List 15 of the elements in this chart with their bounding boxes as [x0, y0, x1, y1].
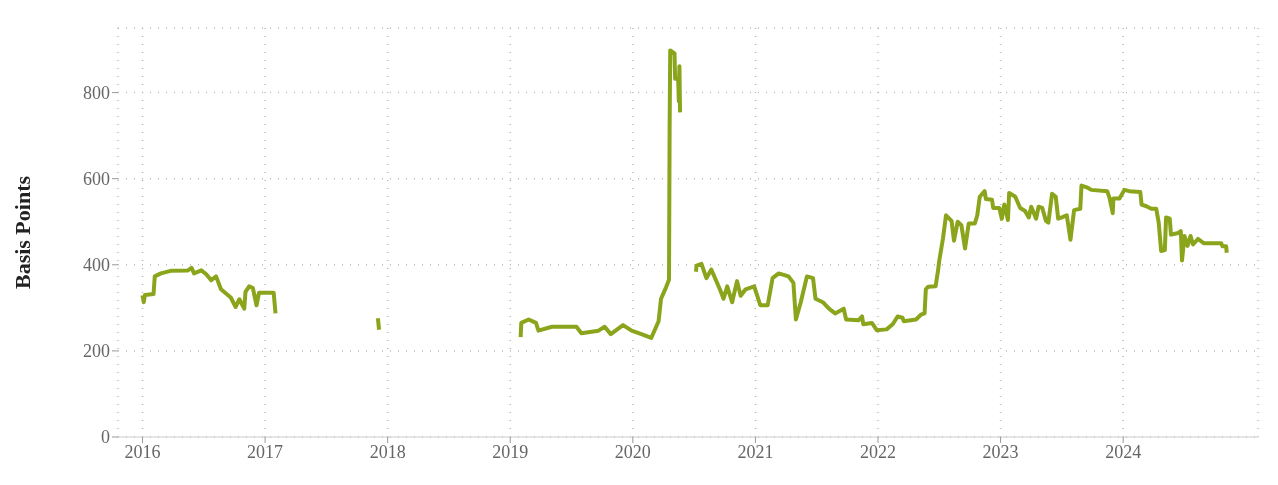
- x-tick-label: 2023: [982, 441, 1019, 462]
- x-tick-label: 2024: [1105, 441, 1142, 462]
- x-tick-label: 2016: [124, 441, 161, 462]
- y-tick-label: 600: [83, 169, 110, 190]
- y-tick-label: 200: [83, 341, 110, 362]
- y-tick-label: 800: [83, 82, 110, 103]
- x-tick-label: 2021: [737, 441, 774, 462]
- y-axis-title: Basis Points: [9, 175, 35, 290]
- x-tick-label: 2018: [369, 441, 406, 462]
- y-tick-label: 400: [83, 255, 110, 276]
- y-tick-label: 0: [101, 427, 110, 448]
- x-tick-label: 2020: [614, 441, 651, 462]
- x-tick-label: 2022: [860, 441, 896, 462]
- x-tick-label: 2017: [247, 441, 284, 462]
- x-tick-label: 2019: [492, 441, 529, 462]
